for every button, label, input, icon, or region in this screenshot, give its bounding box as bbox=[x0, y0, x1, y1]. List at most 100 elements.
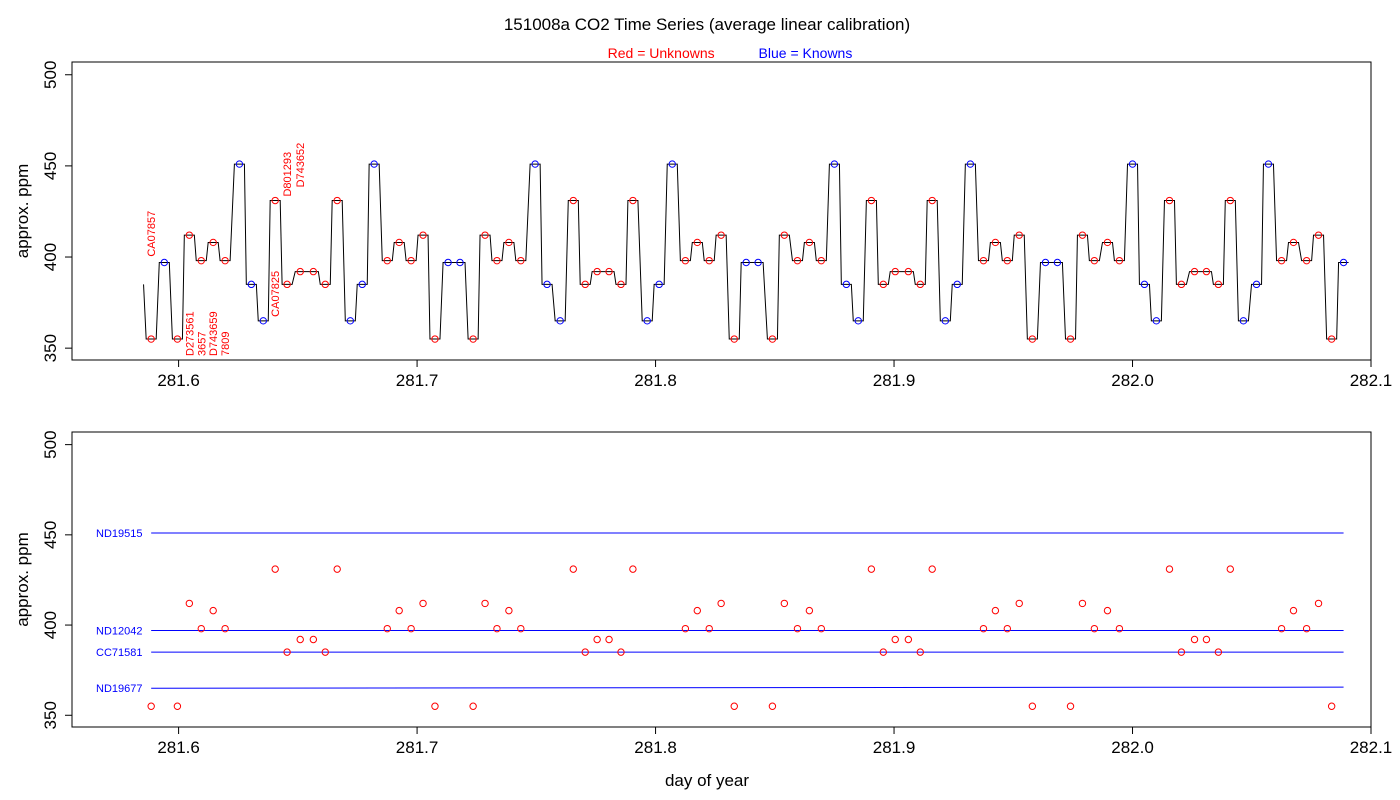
unknown-point bbox=[879, 648, 888, 656]
unknown-point bbox=[321, 648, 329, 656]
unknown-point bbox=[1066, 335, 1075, 343]
sample-annotation: D801293 bbox=[282, 152, 294, 197]
unknown-point bbox=[1226, 565, 1234, 573]
unknown-point bbox=[891, 267, 899, 276]
x-axis-label: day of year bbox=[665, 771, 749, 790]
unknown-point bbox=[1066, 702, 1075, 710]
known-point bbox=[842, 280, 851, 289]
unknown-point bbox=[1289, 606, 1298, 615]
unknown-point bbox=[617, 648, 625, 656]
unknown-point bbox=[1078, 231, 1087, 239]
plot-frame bbox=[71, 431, 1372, 728]
unknown-point bbox=[569, 565, 577, 573]
known-point bbox=[966, 160, 975, 168]
unknown-point bbox=[904, 267, 913, 276]
unknown-point bbox=[1314, 599, 1323, 608]
unknown-point bbox=[481, 231, 489, 239]
known-point bbox=[941, 317, 950, 325]
unknown-point bbox=[817, 256, 826, 265]
known-point bbox=[742, 258, 750, 267]
unknown-point bbox=[681, 624, 690, 633]
unknown-point bbox=[505, 606, 513, 615]
unknown-point bbox=[1115, 256, 1124, 265]
known-point bbox=[1239, 317, 1248, 325]
unknown-point bbox=[629, 565, 637, 573]
unknown-point bbox=[605, 267, 613, 276]
unknown-point bbox=[991, 238, 1000, 247]
unknown-point bbox=[493, 624, 501, 633]
unknown-point bbox=[147, 702, 155, 710]
unknown-point bbox=[271, 565, 279, 573]
known-point bbox=[953, 280, 961, 289]
unknown-point bbox=[333, 565, 341, 573]
unknown-point bbox=[505, 238, 513, 247]
unknown-point bbox=[1177, 648, 1186, 656]
y-tick-label: 500 bbox=[41, 61, 60, 89]
sample-annotation: D273561 bbox=[184, 311, 196, 356]
unknown-point bbox=[1165, 196, 1174, 205]
unknown-point bbox=[283, 648, 291, 656]
x-tick-label: 281.9 bbox=[873, 371, 916, 390]
unknown-point bbox=[431, 335, 439, 343]
x-tick-label: 281.7 bbox=[396, 371, 439, 390]
unknown-point bbox=[693, 238, 701, 247]
unknown-point bbox=[617, 280, 625, 289]
unknown-point bbox=[209, 606, 217, 615]
unknown-point bbox=[817, 624, 826, 633]
unknown-point bbox=[979, 624, 988, 633]
known-point bbox=[531, 160, 539, 168]
unknown-point bbox=[1314, 231, 1323, 239]
unknown-point bbox=[395, 606, 403, 615]
x-tick-label: 282.1 bbox=[1350, 738, 1393, 757]
sample-annotation: D743659 bbox=[208, 311, 220, 356]
unknown-point bbox=[333, 196, 341, 205]
known-point bbox=[370, 160, 378, 168]
unknown-point bbox=[693, 606, 701, 615]
x-tick-label: 282.0 bbox=[1111, 371, 1154, 390]
unknown-point bbox=[1003, 256, 1012, 265]
unknown-point bbox=[1214, 280, 1223, 289]
unknown-point bbox=[1302, 256, 1311, 265]
plot-frame bbox=[71, 61, 1372, 361]
unknown-point bbox=[1214, 648, 1223, 656]
unknown-point bbox=[867, 196, 876, 205]
unknown-point bbox=[730, 702, 738, 710]
reference-line-label: CC71581 bbox=[96, 647, 142, 659]
unknown-point bbox=[469, 335, 477, 343]
unknown-point bbox=[1302, 624, 1311, 633]
reference-line-label: ND12042 bbox=[96, 625, 142, 637]
known-point bbox=[854, 317, 862, 325]
reference-line-label: ND19515 bbox=[96, 528, 142, 540]
unknown-point bbox=[1028, 335, 1037, 343]
legend: Red = Unknowns Blue = Knowns bbox=[608, 45, 853, 61]
x-tick-label: 282.1 bbox=[1350, 371, 1393, 390]
unknown-point bbox=[1277, 624, 1286, 633]
unknown-point bbox=[197, 624, 205, 633]
known-point bbox=[1339, 258, 1348, 267]
unknown-point bbox=[581, 648, 589, 656]
unknown-point bbox=[431, 702, 439, 710]
unknown-point bbox=[173, 702, 182, 710]
unknown-point bbox=[221, 624, 229, 633]
unknown-point bbox=[780, 599, 789, 608]
unknown-point bbox=[805, 606, 814, 615]
unknown-point bbox=[383, 624, 391, 633]
known-point bbox=[668, 160, 676, 168]
known-point bbox=[556, 317, 564, 325]
unknown-point bbox=[1103, 606, 1112, 615]
unknown-point bbox=[1226, 196, 1234, 205]
known-point bbox=[1053, 258, 1062, 267]
unknown-point bbox=[1190, 267, 1199, 276]
unknown-point bbox=[1202, 635, 1211, 644]
known-point bbox=[1264, 160, 1273, 168]
unknown-point bbox=[1327, 702, 1336, 710]
unknown-point bbox=[197, 256, 205, 265]
unknown-point bbox=[879, 280, 888, 289]
unknown-point bbox=[1028, 702, 1037, 710]
unknown-point bbox=[1015, 231, 1023, 239]
unknown-point bbox=[1078, 599, 1087, 608]
known-point bbox=[160, 258, 168, 267]
known-point bbox=[1140, 280, 1149, 289]
unknown-point bbox=[407, 256, 415, 265]
sample-annotation: 3657 bbox=[196, 332, 208, 356]
